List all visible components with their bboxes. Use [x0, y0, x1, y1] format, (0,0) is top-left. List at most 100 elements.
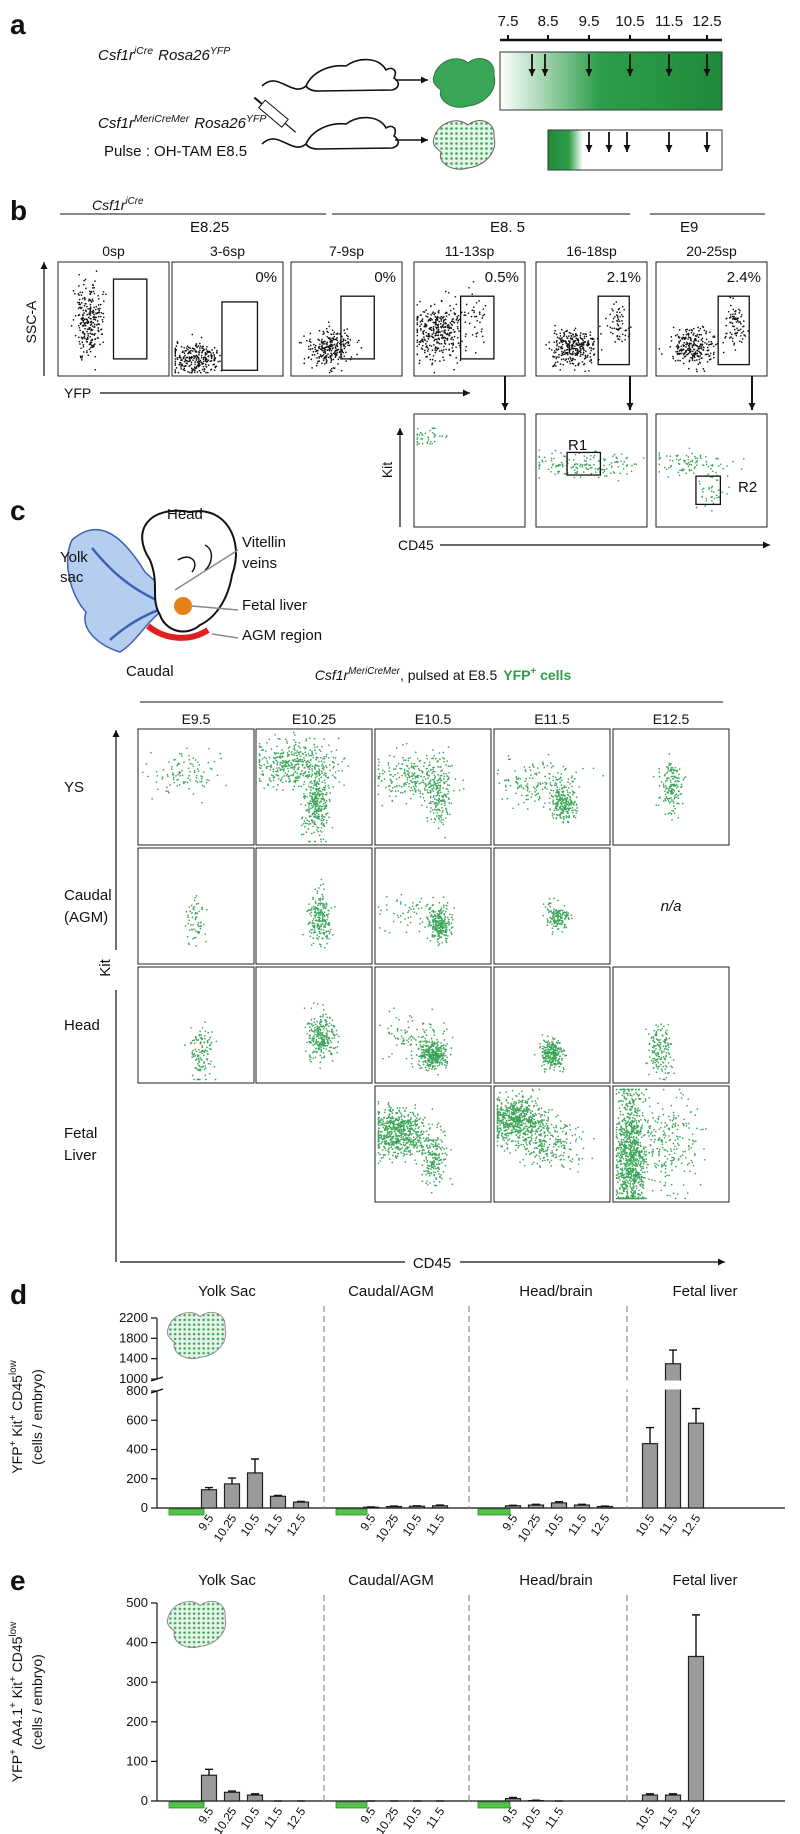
bar [504, 1505, 522, 1509]
bar [687, 1655, 705, 1802]
x-tick-label: 10.25 [373, 1511, 402, 1544]
event-cloud [496, 1088, 595, 1173]
row-label: YS [64, 779, 84, 796]
superscript: + [8, 1440, 19, 1446]
panel-label: a [10, 9, 26, 40]
column-label: E10.25 [292, 711, 337, 727]
gate-percent: 0% [374, 269, 396, 286]
column-label: E11.5 [534, 711, 570, 727]
bar [687, 1422, 705, 1509]
arrow-head [763, 541, 770, 549]
gate-percent: 2.1% [607, 269, 641, 286]
liver-icon [432, 120, 496, 170]
y-tick-label: 100 [126, 1753, 148, 1768]
gate-label: R1 [568, 437, 587, 454]
x-tick-label: 11.5 [261, 1804, 286, 1831]
axis-label: CD45 [398, 537, 434, 553]
y-axis-label: (cells / embryo) [29, 1369, 45, 1465]
genotype-label: Csf1riCre [92, 196, 144, 213]
column-label: E9.5 [182, 711, 211, 727]
row-label: (AGM) [64, 909, 108, 926]
superscript: low [8, 1621, 19, 1637]
event-cloud [542, 897, 573, 935]
text-span: Csf1r [98, 47, 135, 64]
plot-frame [255, 847, 373, 965]
error-bar [251, 1458, 259, 1473]
plot-frame [612, 966, 730, 1084]
x-tick-label: 12.5 [588, 1511, 613, 1538]
pulse-marker [335, 1801, 368, 1809]
gate [597, 295, 630, 366]
diagram-label: Fetal liver [242, 597, 307, 614]
x-tick-label: 10.5 [542, 1511, 567, 1538]
event-cloud [615, 1088, 707, 1200]
error-bar [646, 1426, 654, 1444]
timeline-label: 7.5 [498, 13, 519, 30]
plot-frame [171, 261, 284, 377]
arrow-head [626, 403, 634, 410]
expression-window [499, 51, 723, 111]
bar [664, 1794, 682, 1802]
y-tick-label: 0 [141, 1793, 148, 1808]
text-span: , pulsed at E8.5 [400, 667, 498, 683]
plot-frame [137, 847, 255, 965]
error-bar [228, 1790, 236, 1793]
pointer [191, 605, 239, 611]
bar [550, 1502, 568, 1509]
plot-frame [137, 966, 255, 1084]
arrow-head [665, 69, 673, 76]
x-tick-label: 10.25 [515, 1511, 544, 1544]
arrow-head [585, 69, 593, 76]
y-axis-label: YFP+ AA4.1+ Kit+ CD45low [8, 1621, 25, 1782]
x-tick-label: 11.5 [423, 1804, 448, 1831]
error-bar [646, 1793, 654, 1796]
x-tick-label: 12.5 [284, 1511, 309, 1538]
arrow-head [703, 145, 711, 152]
panel-label: e [10, 1565, 26, 1596]
arrow-head [421, 136, 428, 144]
arrow-head [585, 145, 593, 152]
bar [200, 1489, 218, 1509]
x-tick-label: 12.5 [679, 1511, 704, 1538]
y-tick-label: 1400 [119, 1351, 148, 1366]
gate [566, 451, 602, 476]
event-cloud [416, 280, 487, 374]
diagram-label: AGM region [242, 627, 322, 644]
plot-frame [655, 413, 768, 528]
diagram-label: Yolk [60, 549, 88, 566]
gate [695, 475, 722, 506]
error-bar [436, 1504, 444, 1506]
error-bar [669, 1793, 677, 1796]
diagram-label: sac [60, 569, 84, 586]
timeline-label: 10.5 [615, 13, 644, 30]
event-cloud [184, 895, 208, 947]
x-tick-label: 11.5 [261, 1511, 286, 1538]
diagram-label: Head [167, 506, 203, 523]
x-tick-label: 11.5 [656, 1804, 681, 1831]
x-tick-label: 10.5 [238, 1804, 263, 1831]
row-label: Caudal [64, 887, 112, 904]
somite-label: 3-6sp [210, 243, 245, 259]
axis-label: SSC-A [23, 300, 39, 343]
event-cloud [658, 447, 745, 512]
event-cloud [533, 1033, 568, 1073]
pulse-marker [335, 1508, 368, 1516]
pulse-marker [477, 1508, 511, 1516]
axis-label: Kit [379, 462, 395, 478]
plot-frame [535, 413, 648, 528]
event-cloud [141, 747, 228, 804]
arrow-head [703, 69, 711, 76]
x-tick-label: 12.5 [284, 1804, 309, 1831]
gate [459, 295, 495, 360]
pointer [211, 633, 239, 639]
y-tick-label: 300 [126, 1674, 148, 1689]
y-tick-label: 800 [126, 1383, 148, 1398]
error-bar [555, 1501, 563, 1503]
group-label: Head/brain [519, 1572, 592, 1589]
superscript: MeriCreMer [134, 113, 190, 125]
error-bar [532, 1503, 540, 1506]
x-tick-label: 11.5 [542, 1804, 567, 1831]
event-cloud [658, 296, 749, 373]
arrow-head [748, 403, 756, 410]
row-label: Liver [64, 1147, 97, 1164]
